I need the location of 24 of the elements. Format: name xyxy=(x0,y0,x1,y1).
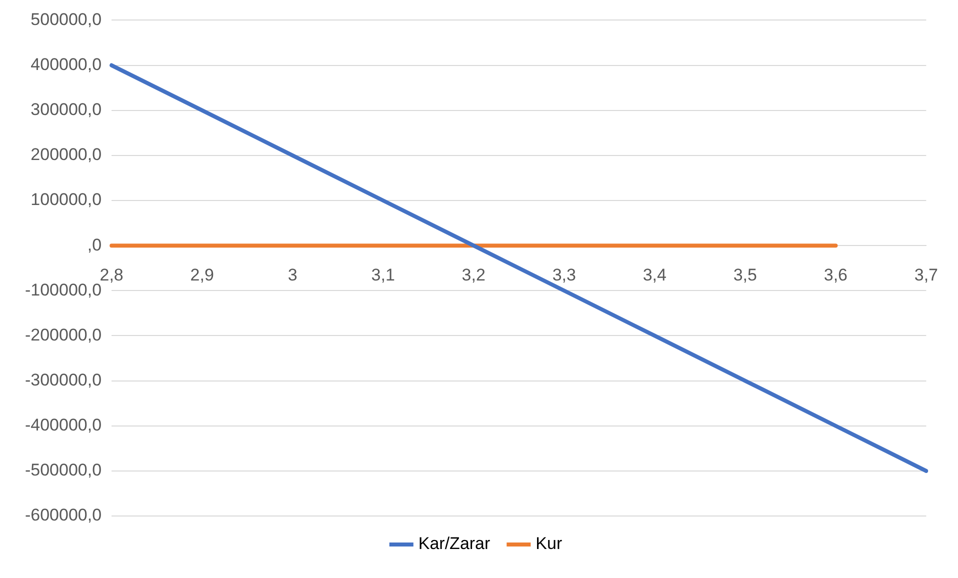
x-tick-label: 3,6 xyxy=(824,265,848,284)
x-tick-label: 3,7 xyxy=(914,265,938,284)
y-tick-label: -200000,0 xyxy=(24,325,102,344)
y-tick-label: ,0 xyxy=(87,235,102,254)
x-tick-label: 3,1 xyxy=(371,265,395,284)
x-tick-label: 3,5 xyxy=(733,265,757,284)
y-tick-label: 400000,0 xyxy=(30,54,102,74)
y-tick-label: 500000,0 xyxy=(30,10,102,29)
y-tick-label: -400000,0 xyxy=(24,416,102,435)
x-tick-label: 3,2 xyxy=(462,265,486,284)
y-tick-label: -100000,0 xyxy=(24,280,102,300)
x-tick-label: 3,3 xyxy=(552,265,576,284)
y-tick-label: 100000,0 xyxy=(30,190,102,210)
legend-label: Kar/Zarar xyxy=(418,534,491,554)
y-tick-label: -300000,0 xyxy=(24,370,102,390)
y-tick-label: -600000,0 xyxy=(24,506,102,525)
x-tick-label: 3 xyxy=(288,265,298,284)
x-tick-label: 2,8 xyxy=(100,265,124,284)
x-tick-label: 2,9 xyxy=(190,265,214,284)
y-tick-label: 200000,0 xyxy=(30,145,102,164)
x-tick-label: 3,4 xyxy=(642,265,666,284)
y-tick-label: -500000,0 xyxy=(24,460,102,480)
legend-label: Kur xyxy=(536,534,562,554)
y-tick-label: 300000,0 xyxy=(30,100,102,120)
